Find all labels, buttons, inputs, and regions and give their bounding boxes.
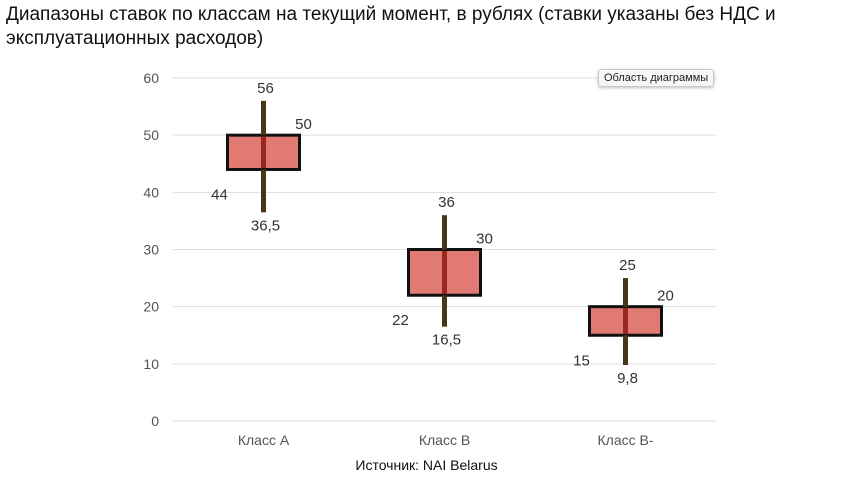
y-tick-label: 50 [143,127,159,143]
label-q1: 22 [392,312,409,329]
y-tick-label: 10 [143,356,159,372]
whisker-upper [623,278,628,307]
whisker-lower [442,295,447,327]
chart-source: Источник: NAI Belarus [355,457,498,473]
x-category-label: Класс A [238,432,290,448]
label-max: 56 [257,80,274,97]
whisker-upper [442,215,447,250]
y-tick-label: 0 [151,413,159,429]
label-max: 25 [619,257,636,274]
label-q1: 15 [573,352,590,369]
whisker-upper [261,100,266,136]
y-tick-label: 20 [143,299,159,315]
label-q3: 20 [657,288,674,305]
label-q3: 30 [476,231,493,248]
whisker-lower [623,335,628,365]
whisker-lower [261,169,266,213]
y-tick-label: 60 [143,70,159,86]
x-category-label: Класс B- [598,432,654,448]
chart-area-tooltip: Область диаграммы [598,69,715,87]
y-tick-label: 40 [143,184,159,200]
y-tick-label: 30 [143,242,159,258]
label-q1: 44 [211,186,228,203]
label-min: 36,5 [251,217,280,234]
label-min: 9,8 [617,370,638,387]
label-q3: 50 [295,116,312,133]
label-max: 36 [438,194,455,211]
chart-title: Диапазоны ставок по классам на текущий м… [6,4,776,49]
whisker-inside-box [623,308,628,334]
label-min: 16,5 [432,332,461,349]
x-category-label: Класс B [419,432,470,448]
whisker-inside-box [442,251,447,294]
whisker-inside-box [261,136,266,168]
